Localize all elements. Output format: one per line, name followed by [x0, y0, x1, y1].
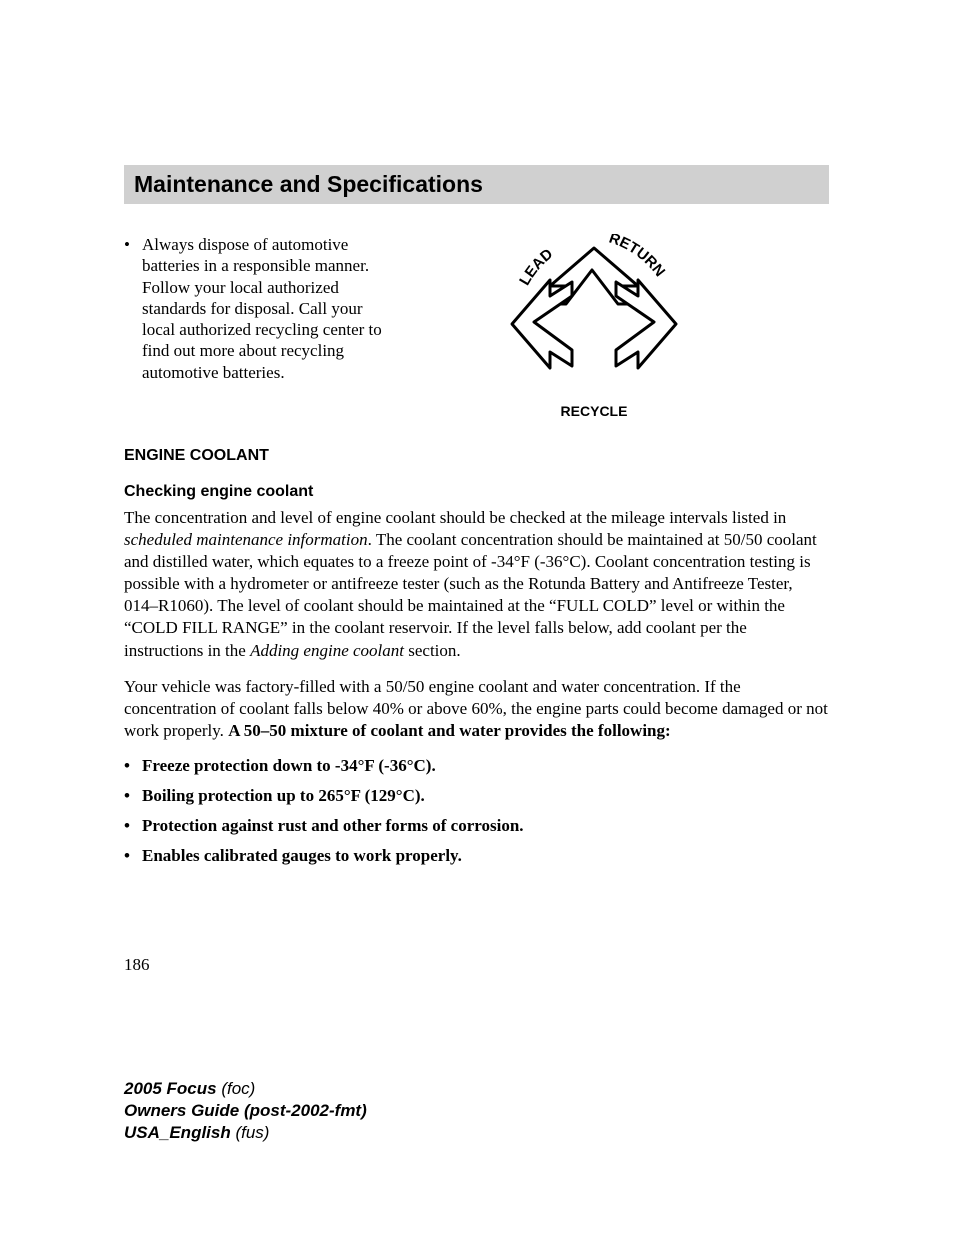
footer-block: 2005 Focus (foc) Owners Guide (post-2002…: [124, 1078, 367, 1144]
footer-l3-italic: (fus): [235, 1123, 269, 1142]
p1-run-b: . The coolant concentration should be ma…: [124, 530, 817, 659]
paragraph-2: Your vehicle was factory-filled with a 5…: [124, 676, 829, 742]
footer-line-3: USA_English (fus): [124, 1122, 367, 1144]
page-number: 186: [124, 955, 150, 975]
section-header-title: Maintenance and Specifications: [134, 171, 819, 198]
benefit-item: Enables calibrated gauges to work proper…: [124, 846, 829, 866]
intro-paragraph: Always dispose of automotive batteries i…: [142, 235, 382, 382]
recycle-icon: LEAD RETURN: [494, 234, 694, 394]
paragraph-1: The concentration and level of engine co…: [124, 507, 829, 662]
footer-l2-bold: Owners Guide (post-2002-fmt): [124, 1101, 367, 1120]
footer-line-2: Owners Guide (post-2002-fmt): [124, 1100, 367, 1122]
benefit-item: Boiling protection up to 265°F (129°C).: [124, 786, 829, 806]
section-header-bar: Maintenance and Specifications: [124, 165, 829, 204]
p1-run-c: section.: [404, 641, 461, 660]
intro-bullet-text: • Always dispose of automotive batteries…: [124, 234, 384, 383]
p1-run-a: The concentration and level of engine co…: [124, 508, 786, 527]
p1-italic-2: Adding engine coolant: [250, 641, 404, 660]
benefits-list: Freeze protection down to -34°F (-36°C).…: [124, 756, 829, 866]
page-content: Maintenance and Specifications • Always …: [124, 165, 829, 876]
checking-coolant-subheading: Checking engine coolant: [124, 483, 829, 501]
benefit-item: Protection against rust and other forms …: [124, 816, 829, 836]
bullet-icon: •: [124, 234, 130, 255]
p2-bold: A 50–50 mixture of coolant and water pro…: [228, 721, 670, 740]
p1-italic-1: scheduled maintenance information: [124, 530, 368, 549]
recycle-bottom-label: RECYCLE: [494, 403, 694, 419]
footer-l1-bold: 2005 Focus: [124, 1079, 221, 1098]
engine-coolant-heading: ENGINE COOLANT: [124, 447, 829, 465]
recycle-figure: LEAD RETURN RECYCLE: [494, 234, 694, 419]
footer-line-1: 2005 Focus (foc): [124, 1078, 367, 1100]
footer-l1-italic: (foc): [221, 1079, 255, 1098]
intro-row: • Always dispose of automotive batteries…: [124, 234, 829, 419]
footer-l3-bold: USA_English: [124, 1123, 235, 1142]
benefit-item: Freeze protection down to -34°F (-36°C).: [124, 756, 829, 776]
